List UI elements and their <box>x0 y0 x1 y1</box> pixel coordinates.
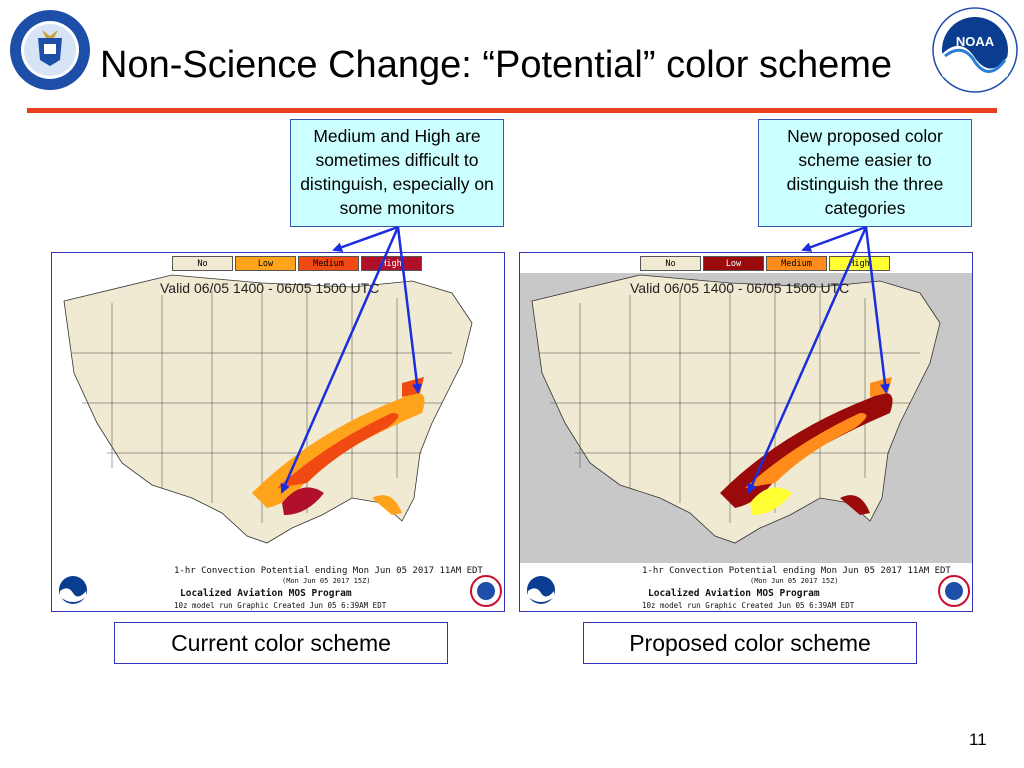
valid-time-text: Valid 06/05 1400 - 06/05 1500 UTC <box>630 280 850 296</box>
legend-item: High <box>361 256 422 271</box>
legend-item: High <box>829 256 890 271</box>
caption-line-1: 1-hr Convection Potential ending Mon Jun… <box>642 566 951 576</box>
page-number: 11 <box>969 730 987 749</box>
current-scheme-panel: No Low Medium High Valid 06/05 1400 - 06… <box>51 252 505 612</box>
callout-proposed-benefit: New proposed color scheme easier to dist… <box>758 119 972 227</box>
current-scheme-map <box>63 274 473 544</box>
legend-item: Medium <box>766 256 827 271</box>
noaa-logo-icon <box>59 576 87 604</box>
legend-item: No <box>172 256 233 271</box>
caption-line-2: (Mon Jun 05 2017 15Z) <box>282 577 371 585</box>
arrow-to-proposed-legend <box>801 225 867 252</box>
valid-time-text: Valid 06/05 1400 - 06/05 1500 UTC <box>160 280 380 296</box>
national-weather-service-logo-icon <box>938 575 970 607</box>
department-of-commerce-seal-icon <box>10 10 90 90</box>
noaa-logo-icon <box>527 576 555 604</box>
caption-line-3: Localized Aviation MOS Program <box>648 588 820 599</box>
legend-item: Low <box>703 256 764 271</box>
title-underline <box>27 108 997 113</box>
legend-item: Medium <box>298 256 359 271</box>
proposed-scheme-label: Proposed color scheme <box>583 622 917 664</box>
caption-line-4: 10z model run Graphic Created Jun 05 6:3… <box>174 601 387 610</box>
caption-line-2: (Mon Jun 05 2017 15Z) <box>750 577 839 585</box>
arrow-to-current-legend <box>332 225 399 252</box>
legend-item: No <box>640 256 701 271</box>
current-scheme-label: Current color scheme <box>114 622 448 664</box>
caption-line-1: 1-hr Convection Potential ending Mon Jun… <box>174 566 483 576</box>
legend-item: Low <box>235 256 296 271</box>
caption-line-4: 10z model run Graphic Created Jun 05 6:3… <box>642 601 855 610</box>
callout-current-issue: Medium and High are sometimes difficult … <box>290 119 504 227</box>
caption-line-3: Localized Aviation MOS Program <box>180 588 352 599</box>
proposed-legend: No Low Medium High <box>640 256 892 271</box>
current-legend: No Low Medium High <box>172 256 424 271</box>
proposed-scheme-map <box>520 273 972 563</box>
proposed-scheme-panel: No Low Medium High Valid 06/05 1400 - 06… <box>519 252 973 612</box>
noaa-logo-icon: NOAA <box>932 7 1018 93</box>
svg-text:NOAA: NOAA <box>956 34 995 49</box>
slide-title: Non-Science Change: “Potential” color sc… <box>100 44 893 86</box>
national-weather-service-logo-icon <box>470 575 502 607</box>
